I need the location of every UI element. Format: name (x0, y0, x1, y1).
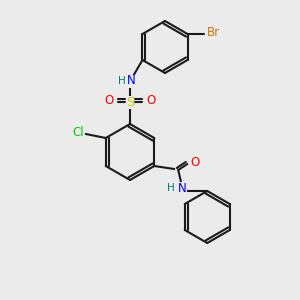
Text: O: O (190, 155, 200, 169)
Text: N: N (178, 182, 187, 194)
Text: H: H (167, 183, 175, 193)
Text: N: N (127, 74, 135, 88)
Text: S: S (126, 95, 134, 109)
Text: Br: Br (207, 26, 220, 40)
Text: H: H (118, 76, 126, 86)
Text: O: O (146, 94, 156, 107)
Text: Cl: Cl (72, 127, 84, 140)
Text: O: O (104, 94, 114, 107)
